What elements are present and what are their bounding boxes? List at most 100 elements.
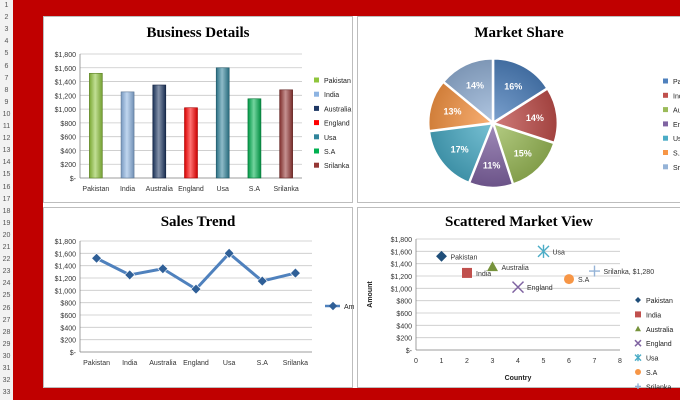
row-number[interactable]: 19 <box>2 219 11 227</box>
legend-label: Amount <box>344 304 354 311</box>
row-number[interactable]: 22 <box>2 256 11 264</box>
row-number[interactable]: 21 <box>2 244 11 251</box>
row-number[interactable]: 1 <box>4 2 9 9</box>
y-tick-label: $1,600 <box>55 66 77 73</box>
x-tick-label: Usa <box>223 360 236 367</box>
row-number[interactable]: 27 <box>2 316 11 324</box>
legend-label: Pakistan <box>324 78 351 85</box>
legend-label: Australia <box>646 327 673 334</box>
bar-chart-canvas: $- $200 $400 $600 $800 $1,000 $1,200 $1,400 $1,6… <box>55 52 352 193</box>
row-number[interactable]: 18 <box>2 207 11 215</box>
pie-slice <box>429 123 493 183</box>
square-marker <box>635 311 641 318</box>
x-tick-label: S.A <box>257 360 269 367</box>
row-number[interactable]: 14 <box>2 159 11 167</box>
legend-swatch <box>314 105 319 111</box>
row-number[interactable]: 10 <box>2 110 11 118</box>
row-number[interactable]: 17 <box>2 195 11 203</box>
legend-swatch <box>663 135 668 141</box>
row-number[interactable]: 16 <box>2 183 11 191</box>
x-tick-label: 6 <box>567 358 571 365</box>
row-number[interactable]: 32 <box>2 377 11 385</box>
row-number[interactable]: 8 <box>4 86 9 94</box>
row-number[interactable]: 12 <box>2 135 11 143</box>
row-number[interactable]: 33 <box>2 389 11 397</box>
bar <box>120 91 135 179</box>
business-details-chart[interactable]: Business Details $- $200 $400 $600 $800 $1,00… <box>43 16 353 203</box>
row-number[interactable]: 11 <box>2 123 11 130</box>
y-tick-label: $600 <box>60 313 76 320</box>
diamond-marker <box>436 250 447 262</box>
row-number[interactable]: 30 <box>2 352 11 360</box>
row-number[interactable]: 26 <box>2 304 11 312</box>
x-tick-label: 8 <box>618 358 622 365</box>
row-number[interactable]: 3 <box>4 26 9 34</box>
point-label: Australia <box>502 265 529 272</box>
y-tick-label: $200 <box>60 338 76 345</box>
row-number[interactable]: 20 <box>2 231 11 239</box>
y-tick-label: $1,000 <box>391 286 413 293</box>
row-number[interactable]: 13 <box>2 147 11 155</box>
legend-label: S.A <box>324 149 336 156</box>
data-point <box>157 263 169 275</box>
x-marker <box>511 281 525 294</box>
legend-label: Usa <box>646 356 659 363</box>
point-label: Pakistan <box>451 254 478 261</box>
sales-trend-chart[interactable]: Sales Trend $- $200 $400 $600 $800 $1,000 $1,2… <box>43 207 354 388</box>
data-point <box>223 247 235 259</box>
x-tick-label: 5 <box>542 358 546 365</box>
x-tick-label: Srilanka <box>283 360 308 367</box>
legend-swatch <box>663 164 668 170</box>
slice-label: 14% <box>526 113 544 123</box>
row-number[interactable]: 28 <box>2 328 11 336</box>
y-axis-title: Amount <box>367 281 374 308</box>
pie-slice <box>469 123 513 188</box>
row-number[interactable]: 5 <box>4 50 9 58</box>
scattered-market-view-chart[interactable]: Scattered Market View $- $200 $400 $600 $800… <box>357 207 680 389</box>
line-chart-canvas: $- $200 $400 $600 $800 $1,000 $1,200 $1,400 $1,6… <box>55 239 354 367</box>
pie-slice <box>494 88 558 143</box>
legend-swatch <box>663 121 668 127</box>
bar <box>184 107 198 179</box>
row-number[interactable]: 25 <box>2 292 11 300</box>
legend-label: S.A <box>673 151 680 158</box>
slice-label: 17% <box>451 144 469 154</box>
legend-swatch <box>663 92 668 98</box>
legend-swatch <box>314 120 319 126</box>
square-marker <box>462 267 472 278</box>
row-number[interactable]: 9 <box>4 98 9 106</box>
x-tick-label: Pakistan <box>82 186 109 193</box>
row-number[interactable]: 24 <box>2 280 11 288</box>
y-tick-label: $1,600 <box>391 249 413 256</box>
row-number[interactable]: 2 <box>4 14 9 22</box>
y-tick-label: $1,400 <box>391 262 413 269</box>
y-tick-label: $400 <box>396 323 412 330</box>
chart-sheet-frame: Business Details $- $200 $400 $600 $800 $1,00… <box>13 0 680 400</box>
x-axis-title: Country <box>505 375 532 382</box>
x-tick-label: Pakistan <box>83 360 110 367</box>
legend-label: India <box>646 312 661 319</box>
x-tick-label: 4 <box>516 358 520 365</box>
x-marker <box>634 339 642 347</box>
row-number[interactable]: 23 <box>2 268 11 276</box>
legend-label: S.A <box>646 370 658 377</box>
row-number[interactable]: 6 <box>4 62 9 70</box>
legend-swatch <box>663 78 668 84</box>
x-tick-label: S.A <box>249 186 261 193</box>
row-number[interactable]: 7 <box>4 74 9 82</box>
scatter-chart-canvas: $- $200 $400 $600 $800 $1,000 $1,200 $1,400 $1,6… <box>367 237 673 389</box>
data-point <box>124 269 136 281</box>
legend-swatch <box>314 148 319 154</box>
row-number[interactable]: 4 <box>4 38 9 46</box>
bar <box>89 72 103 179</box>
row-number[interactable]: 15 <box>2 171 11 179</box>
row-number[interactable]: 31 <box>2 365 11 372</box>
legend-label: Usa <box>324 135 337 142</box>
row-number[interactable]: 29 <box>2 340 11 348</box>
market-share-chart[interactable]: Market Share 16% 14% 15% 11% 17% 13% 14% Pakist… <box>357 16 680 203</box>
y-tick-label: $1,800 <box>55 52 77 59</box>
x-tick-label: Usa <box>216 186 229 193</box>
slice-label: 14% <box>466 80 484 90</box>
chart-title: Market Share <box>474 25 564 41</box>
x-tick-label: 2 <box>465 358 469 365</box>
